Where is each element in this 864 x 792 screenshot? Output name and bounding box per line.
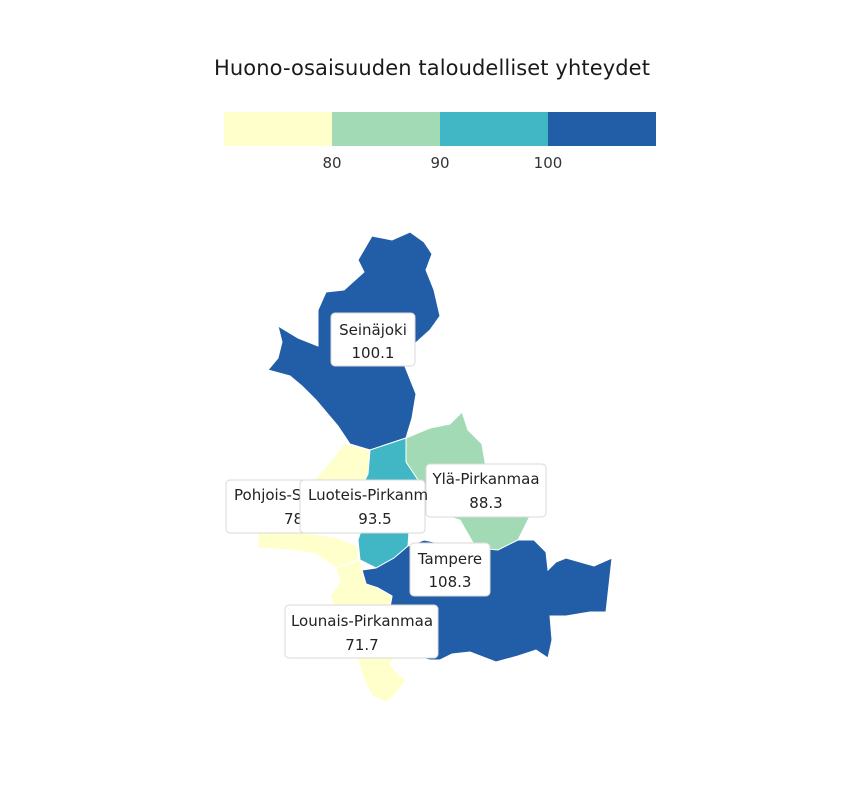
label-lounais-pirkanmaa: Lounais-Pirkanmaa 71.7 bbox=[284, 604, 439, 659]
legend-tick-90: 90 bbox=[430, 154, 450, 172]
label-yla-pirkanmaa-value: 88.3 bbox=[469, 494, 502, 512]
label-yla-pirkanmaa: Ylä-Pirkanmaa 88.3 bbox=[425, 463, 547, 518]
legend-swatch-90-100 bbox=[440, 112, 548, 146]
map-title: Huono-osaisuuden taloudelliset yhteydet bbox=[213, 56, 651, 80]
label-pohjois-satakunta: Pohjois-S 78 bbox=[225, 479, 317, 534]
legend-tick-80: 80 bbox=[322, 154, 342, 172]
label-luoteis-pirkanmaa: Luoteis-Pirkanm 93.5 bbox=[299, 479, 428, 534]
region-pohjois-satakunta-south[interactable] bbox=[257, 531, 359, 569]
label-seinajoki-name: Seinäjoki bbox=[339, 321, 407, 339]
label-seinajoki-value: 100.1 bbox=[352, 344, 395, 362]
label-tampere-name: Tampere bbox=[417, 550, 482, 568]
label-pohjois-satakunta-name: Pohjois-S bbox=[234, 486, 301, 504]
label-seinajoki: Seinäjoki 100.1 bbox=[330, 312, 416, 367]
legend-tick-100: 100 bbox=[533, 154, 563, 172]
label-tampere-value: 108.3 bbox=[429, 573, 472, 591]
label-tampere: Tampere 108.3 bbox=[409, 542, 491, 597]
label-luoteis-pirkanmaa-name: Luoteis-Pirkanm bbox=[308, 486, 428, 504]
label-yla-pirkanmaa-name: Ylä-Pirkanmaa bbox=[431, 470, 539, 488]
label-lounais-pirkanmaa-value: 71.7 bbox=[345, 636, 378, 654]
legend-swatch-above-100 bbox=[548, 112, 656, 146]
legend-swatch-below-80 bbox=[224, 112, 332, 146]
label-pohjois-satakunta-value: 78 bbox=[284, 510, 303, 528]
color-legend: 80 90 100 bbox=[224, 112, 656, 182]
legend-swatch-80-90 bbox=[332, 112, 440, 146]
label-luoteis-pirkanmaa-value: 93.5 bbox=[358, 510, 391, 528]
label-lounais-pirkanmaa-name: Lounais-Pirkanmaa bbox=[291, 612, 433, 630]
